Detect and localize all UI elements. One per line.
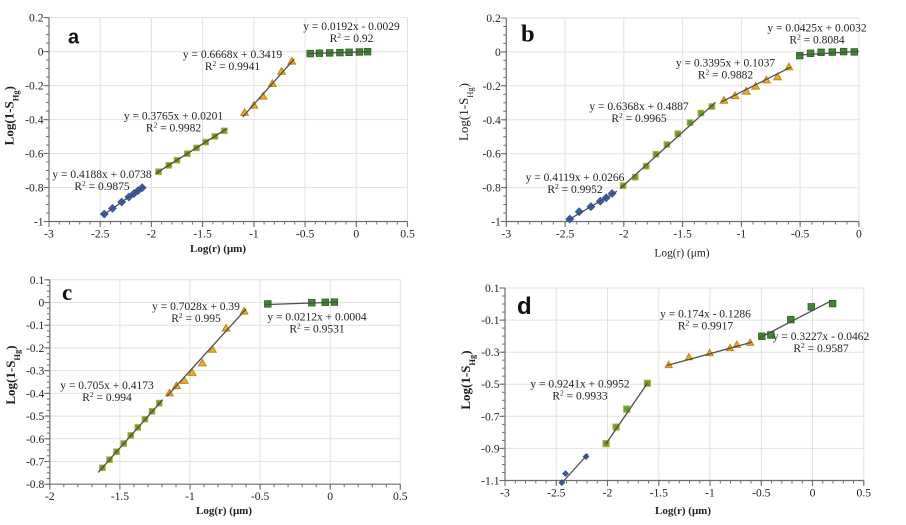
svg-text:0: 0	[353, 228, 359, 241]
svg-text:y = 0.705x + 0.4173: y = 0.705x + 0.4173	[60, 380, 154, 392]
svg-text:-0.8: -0.8	[482, 182, 501, 195]
svg-text:0: 0	[39, 297, 45, 310]
svg-text:-0.4: -0.4	[482, 114, 501, 127]
svg-text:b: b	[521, 21, 535, 48]
svg-text:R2 = 0.9933: R2 = 0.9933	[552, 388, 608, 403]
svg-text:-1: -1	[491, 216, 501, 229]
svg-text:0: 0	[856, 228, 862, 241]
svg-text:-0.2: -0.2	[26, 342, 45, 355]
svg-text:y = 0.3227x - 0.0462: y = 0.3227x - 0.0462	[773, 331, 870, 343]
svg-text:-0.5: -0.5	[26, 410, 45, 423]
svg-text:R2 = 0.9965: R2 = 0.9965	[611, 111, 667, 126]
svg-text:-1: -1	[34, 216, 44, 229]
svg-text:Log(r) (μm): Log(r) (μm)	[190, 243, 246, 255]
svg-text:-1: -1	[737, 228, 747, 241]
svg-text:Log(r) (μm): Log(r) (μm)	[655, 505, 711, 517]
svg-text:R2 = 0.92: R2 = 0.92	[330, 31, 374, 46]
svg-text:Log(r) (μm): Log(r) (μm)	[654, 248, 709, 260]
svg-text:-0.5: -0.5	[752, 487, 771, 500]
svg-text:y = 0.4119x + 0.0266: y = 0.4119x + 0.0266	[526, 172, 625, 184]
svg-text:-0.9: -0.9	[481, 442, 500, 455]
svg-text:-3: -3	[44, 228, 54, 241]
svg-text:-2: -2	[147, 228, 157, 241]
svg-text:R2 = 0.994: R2 = 0.994	[82, 390, 132, 405]
svg-text:0: 0	[327, 490, 333, 503]
svg-text:0.2: 0.2	[486, 12, 501, 25]
svg-text:y = 0.0425x + 0.0032: y = 0.0425x + 0.0032	[767, 23, 866, 35]
svg-text:-0.3: -0.3	[481, 346, 500, 359]
svg-text:0.1: 0.1	[30, 274, 45, 287]
svg-text:-1.5: -1.5	[193, 228, 212, 241]
svg-text:-2.5: -2.5	[547, 487, 566, 500]
svg-text:-0.6: -0.6	[25, 148, 44, 161]
svg-text:-2.5: -2.5	[91, 228, 110, 241]
svg-text:-0.7: -0.7	[481, 410, 500, 423]
svg-text:-0.3: -0.3	[26, 365, 45, 378]
svg-text:y = 0.174x - 0.1286: y = 0.174x - 0.1286	[660, 309, 751, 321]
svg-text:-0.6: -0.6	[482, 148, 501, 161]
svg-text:y = 0.0192x - 0.0029: y = 0.0192x - 0.0029	[303, 21, 400, 33]
svg-text:-1.5: -1.5	[650, 487, 669, 500]
svg-text:R2 = 0.8084: R2 = 0.8084	[789, 32, 845, 47]
svg-text:0: 0	[810, 487, 816, 500]
svg-text:0.5: 0.5	[393, 490, 408, 503]
svg-text:y = 0.6368x + 0.4887: y = 0.6368x + 0.4887	[589, 101, 688, 113]
svg-text:-0.4: -0.4	[26, 387, 45, 400]
svg-text:y = 0.3765x + 0.0201: y = 0.3765x + 0.0201	[124, 111, 223, 123]
svg-text:R2 = 0.9587: R2 = 0.9587	[793, 341, 849, 356]
svg-text:c: c	[62, 280, 72, 305]
svg-text:-0.8: -0.8	[26, 478, 45, 491]
svg-text:R2 = 0.995: R2 = 0.995	[171, 311, 221, 326]
svg-text:-0.2: -0.2	[25, 80, 44, 93]
svg-text:-0.6: -0.6	[26, 433, 45, 446]
svg-text:-1: -1	[185, 490, 195, 503]
svg-text:-1: -1	[705, 487, 715, 500]
svg-text:0: 0	[495, 46, 501, 59]
svg-text:-0.5: -0.5	[296, 228, 315, 241]
svg-text:d: d	[517, 293, 532, 320]
svg-text:-1.1: -1.1	[481, 475, 500, 488]
svg-text:-0.1: -0.1	[26, 319, 45, 332]
svg-text:-2.5: -2.5	[556, 228, 575, 241]
svg-text:Log(r) (μm): Log(r) (μm)	[196, 505, 252, 517]
svg-text:-1.5: -1.5	[111, 490, 130, 503]
svg-text:-0.5: -0.5	[251, 490, 270, 503]
svg-text:0.5: 0.5	[400, 228, 415, 241]
svg-text:0: 0	[38, 46, 44, 59]
svg-text:R2 = 0.9952: R2 = 0.9952	[547, 182, 603, 197]
svg-text:-2: -2	[619, 228, 629, 241]
svg-text:-3: -3	[500, 487, 510, 500]
svg-text:y = 0.9241x + 0.9952: y = 0.9241x + 0.9952	[530, 379, 629, 391]
svg-text:R2 = 0.9531: R2 = 0.9531	[289, 321, 345, 336]
svg-text:-1: -1	[249, 228, 259, 241]
svg-text:-0.5: -0.5	[791, 228, 810, 241]
svg-text:-2: -2	[603, 487, 613, 500]
svg-text:-2: -2	[45, 490, 55, 503]
svg-text:y = 0.4188x + 0.0738: y = 0.4188x + 0.0738	[52, 169, 151, 181]
svg-text:0.2: 0.2	[29, 12, 44, 25]
svg-text:R2 = 0.9982: R2 = 0.9982	[146, 120, 202, 135]
svg-text:0.5: 0.5	[857, 487, 872, 500]
svg-text:R2 = 0.9875: R2 = 0.9875	[74, 179, 130, 194]
svg-text:y = 0.0212x + 0.0004: y = 0.0212x + 0.0004	[267, 312, 366, 324]
svg-text:-1.5: -1.5	[673, 228, 692, 241]
svg-text:R2 = 0.9917: R2 = 0.9917	[678, 318, 734, 333]
svg-text:-3: -3	[501, 228, 511, 241]
svg-text:y = 0.6668x + 0.3419: y = 0.6668x + 0.3419	[183, 49, 282, 61]
svg-text:R2 = 0.9941: R2 = 0.9941	[205, 59, 261, 74]
svg-text:y = 0.3395x + 0.1037: y = 0.3395x + 0.1037	[676, 58, 775, 70]
svg-text:-0.4: -0.4	[25, 114, 44, 127]
svg-text:a: a	[68, 27, 80, 49]
svg-text:-0.2: -0.2	[482, 80, 501, 93]
svg-text:y = 0.7028x + 0.39: y = 0.7028x + 0.39	[152, 301, 240, 313]
svg-text:-0.7: -0.7	[26, 456, 45, 469]
svg-text:-0.1: -0.1	[481, 314, 500, 327]
svg-text:-0.8: -0.8	[25, 182, 44, 195]
svg-text:-0.5: -0.5	[481, 378, 500, 391]
svg-text:0.1: 0.1	[485, 282, 500, 295]
svg-text:R2 = 0.9882: R2 = 0.9882	[698, 67, 754, 82]
